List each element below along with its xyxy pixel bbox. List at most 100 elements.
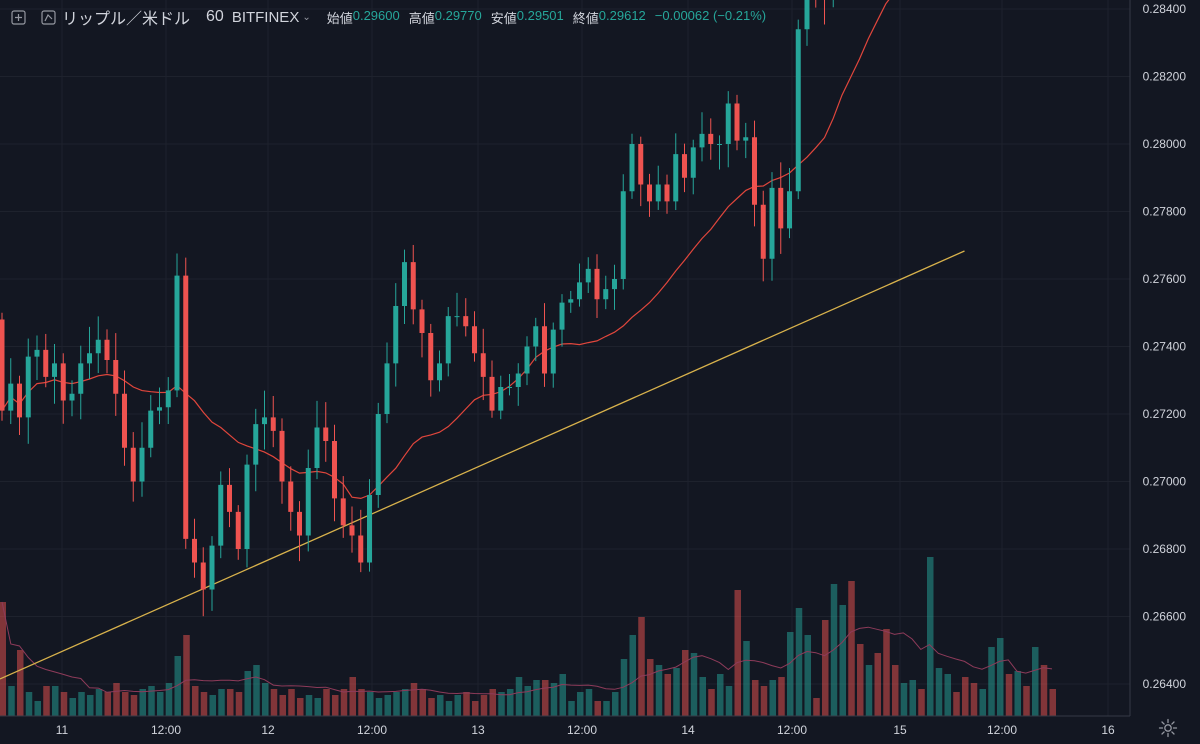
volume-bar [778, 677, 785, 716]
candle-body [498, 387, 504, 411]
volume-bar [297, 698, 304, 716]
add-symbol-icon[interactable] [10, 9, 26, 25]
volume-bar [839, 605, 846, 716]
volume-bar [34, 701, 41, 716]
compare-icon[interactable] [40, 9, 56, 25]
candle-body [778, 187, 784, 229]
candle-body [437, 363, 442, 381]
candle-body [139, 447, 145, 482]
volume-bar [314, 698, 321, 716]
volume-bar [148, 686, 155, 716]
volume-bar [122, 692, 129, 716]
candle-body [445, 316, 451, 364]
candle-body [682, 154, 687, 178]
candle-body [270, 417, 276, 431]
candle-body [690, 147, 696, 178]
volume-bar [769, 680, 776, 716]
volume-bar [419, 689, 426, 716]
symbol-name[interactable]: リップル／米ドル [62, 11, 191, 28]
volume-bar [323, 689, 330, 716]
volume-bar [813, 698, 820, 716]
volume-bar [970, 683, 978, 716]
price-tick-label: 0.27600 [1143, 272, 1187, 286]
volume-bar [340, 689, 348, 716]
time-tick-label: 13 [471, 723, 485, 737]
volume-bar [542, 680, 549, 716]
volume-bar [690, 653, 698, 716]
change-value: −0.00062 (−0.21%) [654, 7, 767, 23]
volume-bar [962, 677, 969, 716]
volume-bar [717, 674, 724, 716]
volume-bar [743, 641, 750, 716]
volume-bar [262, 683, 269, 716]
volume-bar [349, 677, 356, 716]
candle-body [507, 387, 512, 388]
volume-bar [612, 692, 619, 716]
candle-body [52, 363, 57, 377]
candle-body [8, 383, 14, 411]
price-tick-label: 0.27000 [1143, 475, 1187, 489]
time-tick-label: 15 [893, 723, 907, 737]
candle-body [375, 414, 381, 495]
candle-body [533, 326, 539, 347]
low-label: 安値 [490, 10, 517, 26]
price-tick-label: 0.27800 [1143, 205, 1187, 219]
volume-bar [673, 668, 680, 716]
volume-bar [568, 701, 575, 716]
candle-body [148, 410, 154, 448]
candle-body [612, 279, 617, 290]
volume-bar [244, 671, 251, 716]
volume-bar [725, 686, 733, 716]
volume-bar [358, 689, 365, 716]
candle-body [113, 360, 119, 394]
chart-header: リップル／米ドル 60 BITFINEX ⌄ 始値 0.29600 高値 0.2… [0, 0, 775, 34]
volume-bar [795, 608, 803, 716]
exchange-name[interactable]: BITFINEX [231, 8, 300, 26]
volume-bar [647, 659, 654, 716]
time-tick-label: 16 [1101, 723, 1115, 737]
candle-body [227, 484, 232, 512]
candle-body [480, 353, 486, 377]
price-tick-label: 0.28400 [1143, 2, 1187, 16]
gear-icon[interactable] [1157, 717, 1179, 739]
time-tick-label: 11 [56, 723, 69, 737]
candle-body [60, 363, 66, 401]
price-tick-label: 0.27200 [1143, 407, 1187, 421]
volume-bar [1049, 689, 1056, 716]
volume-bar [664, 674, 671, 716]
volume-bar [1005, 674, 1013, 716]
interval-selector[interactable]: 60 [206, 8, 224, 25]
time-tick-label: 12:00 [777, 723, 807, 737]
grid-lines [0, 0, 1130, 716]
volume-bar [822, 620, 829, 716]
volume-bar [498, 692, 505, 716]
candle-body [577, 282, 582, 300]
volume-bar [804, 635, 811, 716]
volume-bars [0, 557, 1056, 716]
volume-bar [192, 686, 199, 716]
candle-body [253, 424, 259, 465]
price-axis[interactable]: 0.26400 0.26600 0.26800 0.27000 0.27200 0.274… [1132, 0, 1196, 691]
high-label: 高値 [408, 10, 435, 26]
candle-body [787, 191, 792, 229]
time-axis[interactable]: 11 12:00 12 12:00 13 12:00 14 12:00 15 12:00 16 [56, 723, 1115, 737]
volume-bar [935, 668, 943, 716]
candle-body [349, 525, 355, 536]
low-value: 0.29501 [516, 7, 564, 23]
candle-body [305, 468, 311, 536]
volume-bar [682, 650, 689, 716]
candle-body [620, 191, 626, 279]
volume-bar [550, 683, 558, 716]
candle-body [585, 268, 591, 283]
volume-bar [953, 692, 960, 716]
volume-bar [25, 692, 33, 716]
volume-bar [454, 695, 461, 716]
time-tick-label: 12:00 [151, 723, 181, 737]
chevron-down-icon[interactable]: ⌄ [302, 11, 311, 23]
volume-bar [165, 683, 173, 716]
volume-bar [1032, 647, 1039, 716]
volume-bar [515, 677, 523, 716]
candle-body [419, 309, 425, 333]
volume-bar [489, 689, 496, 716]
